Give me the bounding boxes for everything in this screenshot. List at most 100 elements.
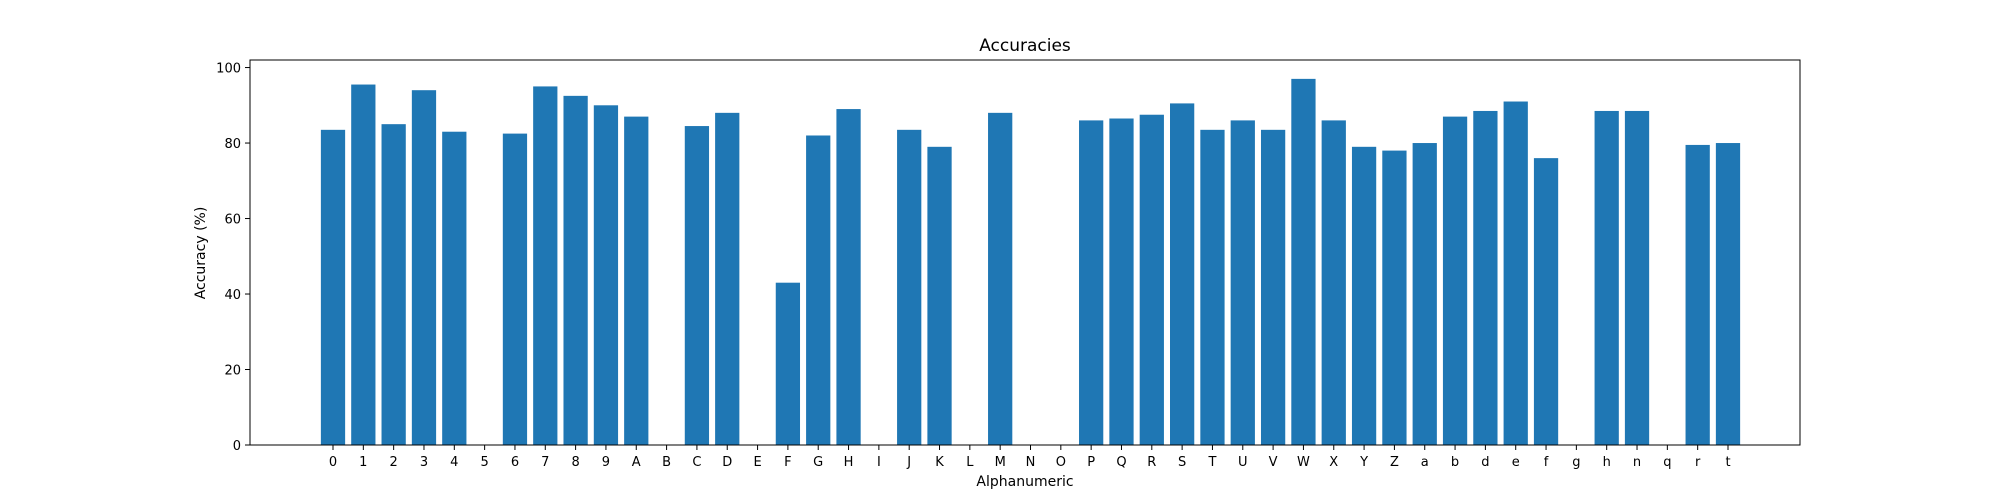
x-tick-label: t	[1725, 455, 1730, 470]
x-tick-label: 7	[541, 455, 549, 470]
x-tick-label: r	[1695, 455, 1701, 470]
x-tick-label: A	[632, 455, 641, 470]
bar-V	[1260, 129, 1286, 445]
x-tick-label: D	[722, 455, 732, 470]
bar-D	[715, 112, 740, 445]
y-tick-label: 80	[224, 137, 241, 152]
bar-K	[927, 146, 952, 445]
x-tick-label: 9	[602, 455, 610, 470]
y-axis-label: Accuracy (%)	[193, 207, 209, 300]
bar-U	[1230, 120, 1255, 446]
bar-H	[836, 109, 861, 445]
bar-d	[1473, 110, 1498, 446]
x-tick-label: a	[1421, 455, 1429, 470]
x-tick-label: G	[813, 455, 823, 470]
y-tick-label: 40	[224, 288, 241, 303]
x-tick-label: 4	[450, 455, 458, 470]
x-tick-label: I	[877, 455, 881, 470]
x-tick-label: h	[1603, 455, 1611, 470]
bar-6	[502, 133, 528, 445]
x-tick-label: F	[784, 455, 791, 470]
bar-3	[411, 90, 437, 445]
y-tick-label: 20	[224, 364, 241, 379]
x-tick-label: S	[1178, 455, 1186, 470]
bar-Z	[1382, 150, 1407, 445]
bar-e	[1503, 101, 1528, 446]
x-tick-label: C	[692, 455, 701, 470]
y-axis-ticks: 0 20 40 60 80 100	[216, 62, 250, 454]
x-tick-label: Z	[1390, 455, 1399, 470]
x-tick-label: O	[1056, 455, 1066, 470]
bar-Q	[1109, 118, 1134, 445]
bar-2	[381, 124, 406, 446]
x-tick-label: E	[753, 455, 761, 470]
y-tick-label: 100	[216, 62, 241, 77]
bar-1	[351, 84, 376, 446]
bar-R	[1139, 114, 1164, 445]
bar-Y	[1351, 146, 1377, 445]
x-tick-label: d	[1481, 455, 1489, 470]
x-tick-label: 5	[480, 455, 488, 470]
bar-h	[1594, 110, 1619, 446]
x-tick-label: X	[1329, 455, 1338, 470]
x-tick-label: L	[966, 455, 974, 470]
bar-9	[593, 105, 619, 445]
y-tick-label: 0	[233, 439, 241, 454]
x-tick-label: R	[1147, 455, 1156, 470]
bar-t	[1715, 143, 1741, 445]
bar-8	[563, 95, 588, 445]
y-tick-label: 60	[224, 213, 241, 228]
bar-P	[1079, 120, 1104, 446]
bar-C	[684, 126, 710, 445]
x-tick-label: q	[1663, 455, 1671, 470]
bar-7	[533, 86, 558, 445]
x-tick-label: f	[1544, 455, 1549, 470]
x-tick-label: W	[1297, 455, 1310, 470]
x-tick-label: P	[1087, 455, 1095, 470]
x-tick-label: M	[995, 455, 1006, 470]
chart-title: Accuracies	[979, 36, 1071, 56]
bar-A	[624, 116, 649, 445]
bar-W	[1291, 78, 1316, 445]
x-tick-label: 0	[329, 455, 337, 470]
plot-frame	[249, 59, 1801, 446]
bar-F	[775, 282, 801, 445]
x-tick-label: J	[906, 455, 911, 470]
bar-0	[320, 129, 346, 445]
x-tick-label: n	[1633, 455, 1641, 470]
bar-J	[897, 129, 922, 445]
bar-S	[1170, 103, 1195, 445]
x-tick-label: Y	[1359, 455, 1368, 470]
x-tick-label: H	[844, 455, 854, 470]
bar-T	[1200, 129, 1225, 445]
x-tick-label: 6	[511, 455, 519, 470]
x-tick-label: T	[1207, 455, 1216, 470]
x-tick-label: N	[1026, 455, 1036, 470]
x-tick-label: 8	[571, 455, 579, 470]
bar-r	[1685, 144, 1710, 446]
bar-n	[1624, 110, 1650, 446]
bars-group	[320, 78, 1741, 446]
x-tick-label: 1	[359, 455, 367, 470]
x-tick-label: 2	[390, 455, 398, 470]
x-tick-label: B	[662, 455, 671, 470]
x-tick-label: 3	[420, 455, 428, 470]
bar-G	[806, 135, 831, 446]
bar-M	[988, 112, 1013, 445]
x-tick-label: b	[1451, 455, 1459, 470]
x-tick-label: Q	[1116, 455, 1126, 470]
bar-X	[1321, 120, 1346, 446]
bar-4	[442, 131, 467, 445]
x-tick-label: K	[935, 455, 944, 470]
x-tick-label: V	[1269, 455, 1278, 470]
x-tick-label: e	[1512, 455, 1520, 470]
x-axis-label: Alphanumeric	[976, 474, 1073, 490]
x-tick-label: U	[1238, 455, 1248, 470]
bar-f	[1533, 158, 1559, 445]
bar-b	[1442, 116, 1468, 445]
x-tick-label: g	[1572, 455, 1580, 470]
bar-a	[1412, 143, 1437, 445]
